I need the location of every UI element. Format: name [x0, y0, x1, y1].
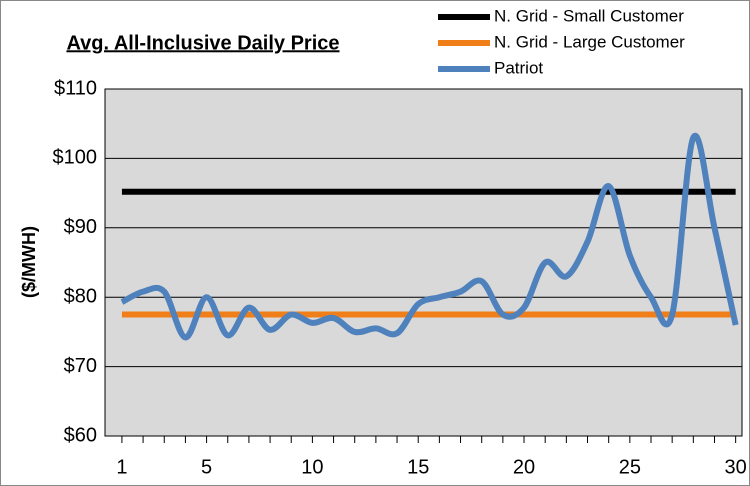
line-series — [120, 132, 739, 341]
legend-label: N. Grid - Small Customer — [494, 6, 684, 25]
x-tick-label: 1 — [116, 456, 127, 478]
x-tick-label: 30 — [725, 456, 747, 478]
chart-title: Avg. All-Inclusive Daily Price — [66, 32, 339, 54]
x-tick-label: 20 — [513, 456, 535, 478]
y-tick-label: $60 — [64, 424, 97, 446]
y-tick-label: $100 — [53, 147, 98, 169]
legend-label: N. Grid - Large Customer — [494, 32, 685, 51]
y-tick-label: $70 — [64, 355, 97, 377]
legend-label: Patriot — [494, 58, 543, 77]
y-tick-label: $110 — [54, 77, 97, 99]
x-tick-label: 25 — [619, 456, 641, 478]
y-tick-label: $80 — [64, 285, 97, 307]
y-axis-label: ($/MWH) — [19, 226, 39, 298]
x-tick-label: 15 — [407, 456, 429, 478]
x-tick-label: 5 — [201, 456, 212, 478]
x-tick-label: 10 — [301, 456, 323, 478]
plot-border — [104, 88, 743, 437]
plot-area — [105, 89, 742, 436]
y-tick-label: $90 — [64, 216, 97, 238]
